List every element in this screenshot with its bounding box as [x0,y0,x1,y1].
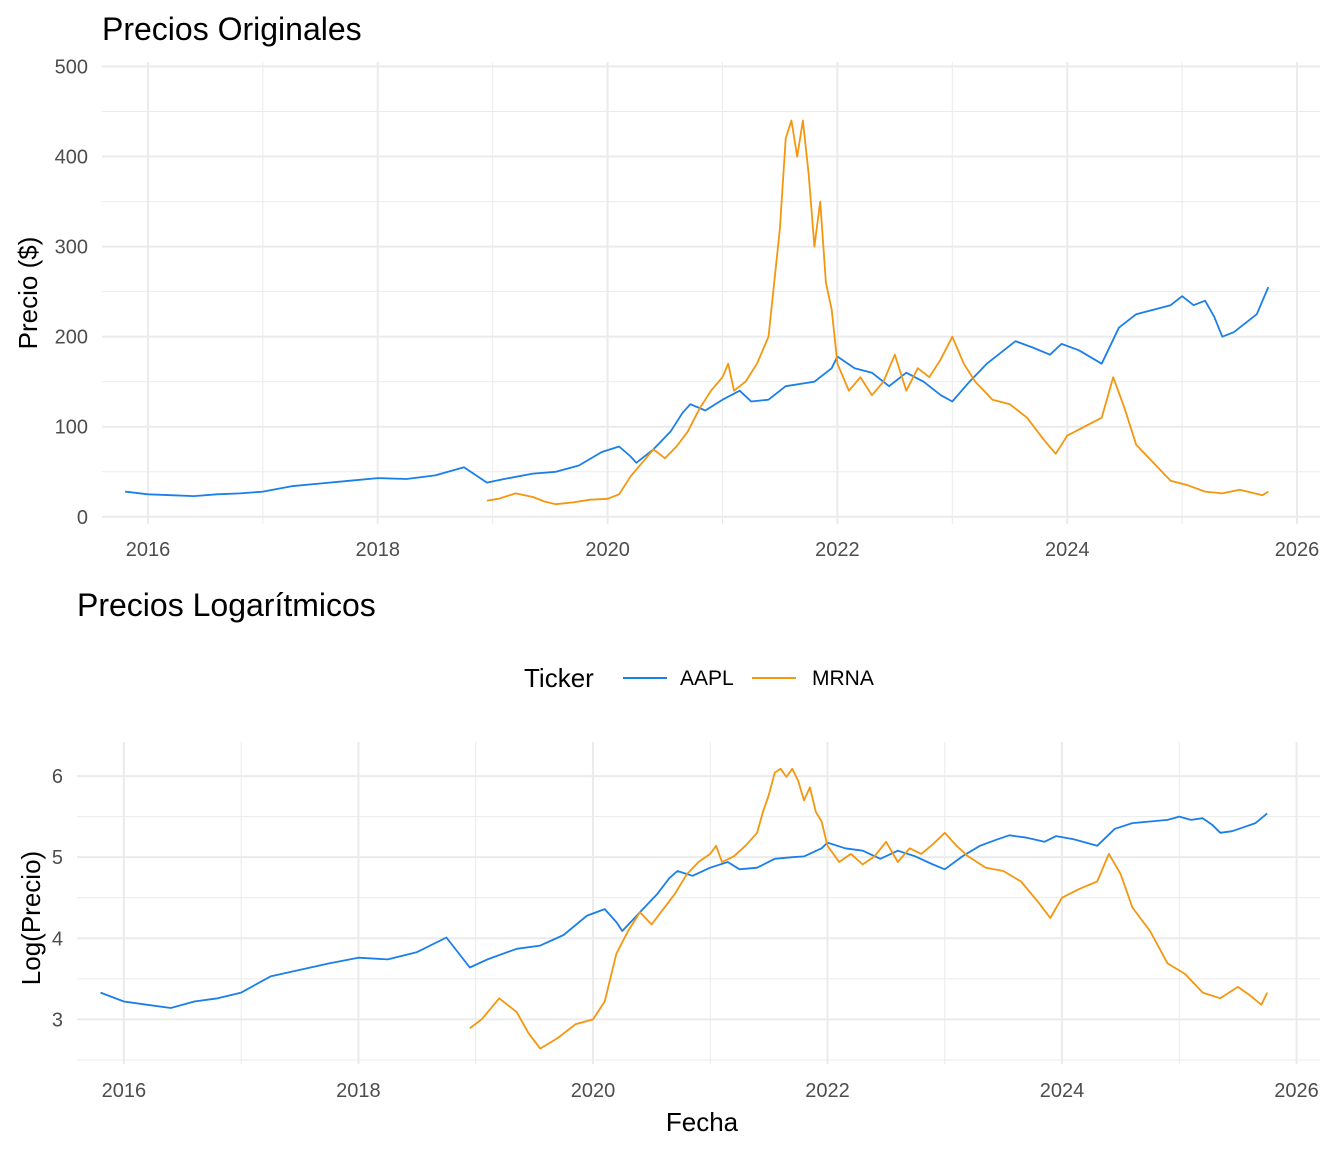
series-line-aapl [100,812,1268,1009]
y-tick-label: 100 [55,417,88,439]
top-chart-title: Precios Originales [102,11,362,47]
x-tick-label: 2018 [356,539,401,561]
x-tick-label: 2022 [815,539,860,561]
x-tick-label: 2024 [1045,539,1090,561]
y-tick-label: 400 [55,147,88,169]
bottom-grid [77,742,1320,1064]
panel-log-prices: Precios Logarítmicos Ticker AAPL MRNA 3 4… [16,587,1320,1137]
y-tick-label: 500 [55,57,88,79]
x-tick-label: 2026 [1274,1080,1319,1102]
x-tick-label: 2018 [336,1080,381,1102]
y-tick-label: 6 [52,766,63,788]
y-tick-label: 5 [52,847,63,869]
x-tick-label: 2024 [1040,1080,1085,1102]
top-y-tick-labels: 0 100 200 300 400 500 [55,57,88,529]
bottom-x-tick-labels: 2016 2018 2020 2022 2024 2026 [102,1080,1319,1102]
top-series-lines [124,119,1270,506]
x-tick-label: 2020 [571,1080,616,1102]
x-tick-label: 2016 [102,1080,147,1102]
top-grid [102,62,1320,524]
bottom-x-axis-label: Fecha [666,1107,739,1137]
y-tick-label: 300 [55,237,88,259]
x-tick-label: 2026 [1275,539,1320,561]
x-tick-label: 2022 [805,1080,850,1102]
legend-label-mrna: MRNA [812,667,874,690]
bottom-y-axis-label: Log(Precio) [16,851,46,985]
legend: Ticker AAPL MRNA [524,663,874,693]
x-tick-label: 2020 [585,539,630,561]
top-x-tick-labels: 2016 2018 2020 2022 2024 2026 [126,539,1320,561]
legend-title: Ticker [524,663,594,693]
y-tick-label: 200 [55,327,88,349]
legend-label-aapl: AAPL [680,667,734,690]
bottom-series-lines [100,767,1269,1050]
bottom-y-tick-labels: 3 4 5 6 [52,766,63,1031]
series-line-aapl [124,286,1270,498]
y-tick-label: 0 [77,507,88,529]
x-tick-label: 2016 [126,539,171,561]
series-line-mrna [486,119,1269,506]
y-tick-label: 3 [52,1009,63,1031]
bottom-chart-title: Precios Logarítmicos [77,587,376,623]
panel-original-prices: Precios Originales 0 100 200 300 400 500 2016… [13,11,1320,561]
y-tick-label: 4 [52,928,63,950]
top-y-axis-label: Precio ($) [13,237,43,350]
series-line-mrna [469,767,1269,1050]
